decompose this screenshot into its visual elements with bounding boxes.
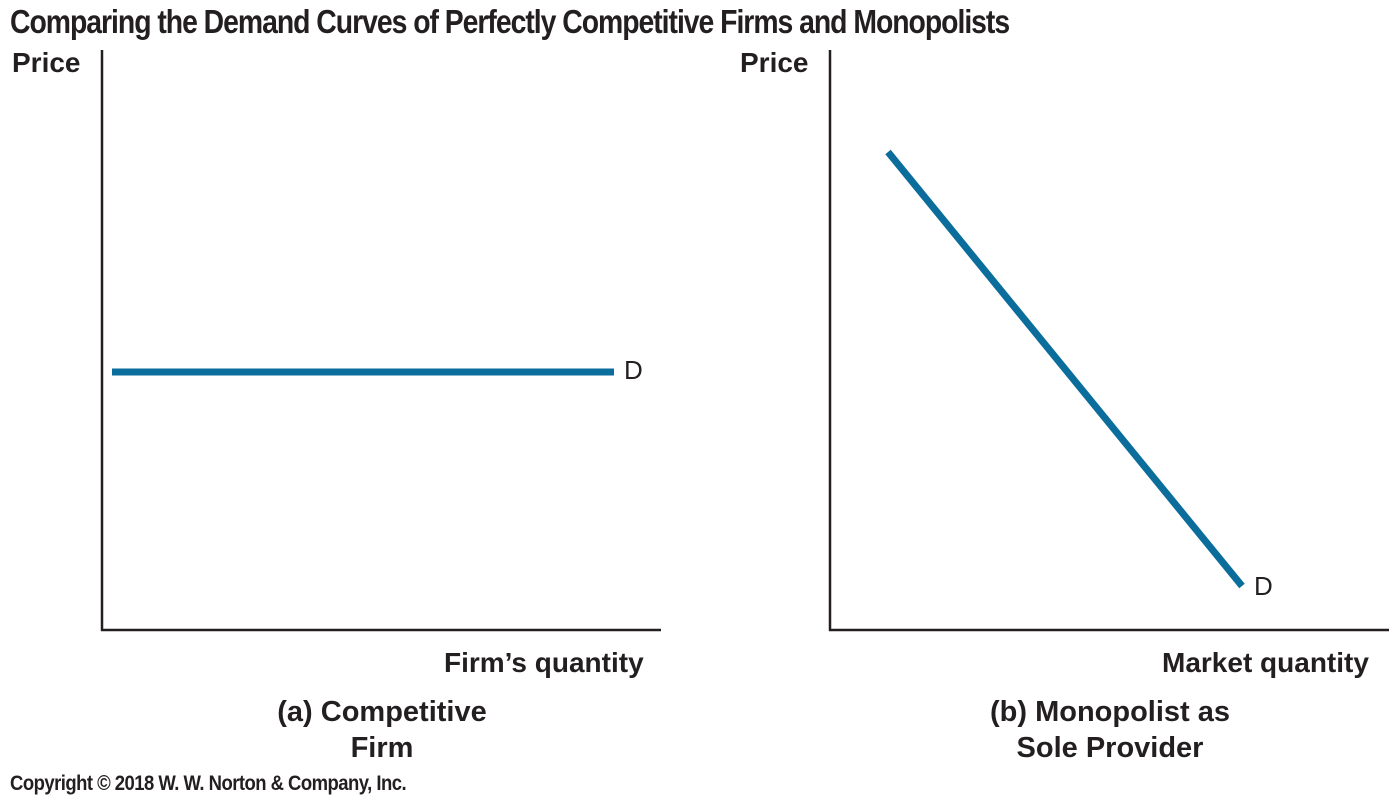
panel-b-y-axis-label: Price (740, 47, 809, 78)
panel-a-demand-label: D (624, 355, 643, 385)
panel-b-x-axis-label: Market quantity (1162, 647, 1369, 678)
panel-b-caption-line1: (b) Monopolist as (989, 696, 1231, 728)
panel-a-x-axis-label: Firm’s quantity (444, 647, 644, 678)
copyright-notice: Copyright © 2018 W. W. Norton & Company,… (10, 772, 407, 795)
panel-a-y-axis-label: Price (12, 47, 81, 78)
panel-a-caption-line2: Firm (350, 732, 414, 764)
figure-title: Comparing the Demand Curves of Perfectly… (10, 3, 1010, 40)
panel-b-demand-label: D (1254, 571, 1273, 601)
panel-b-demand-curve (885, 149, 1245, 589)
panel-a-caption-line1: (a) Competitive (277, 696, 487, 728)
panel-b-caption-line2: Sole Provider (1016, 732, 1204, 764)
panel-b-caption: (b) Monopolist as Sole Provider (960, 694, 1260, 766)
panel-a-caption: (a) Competitive Firm (232, 694, 532, 766)
